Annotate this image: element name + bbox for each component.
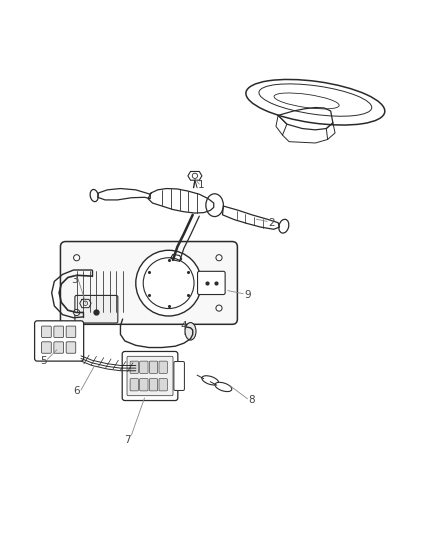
FancyBboxPatch shape (54, 326, 64, 337)
Text: 3: 3 (71, 274, 78, 285)
FancyBboxPatch shape (66, 342, 76, 353)
Text: 9: 9 (244, 290, 251, 300)
Ellipse shape (90, 189, 98, 201)
FancyBboxPatch shape (60, 241, 237, 324)
Text: 4: 4 (180, 321, 187, 330)
FancyBboxPatch shape (54, 342, 64, 353)
FancyBboxPatch shape (159, 378, 167, 391)
Text: 2: 2 (268, 217, 275, 228)
FancyBboxPatch shape (174, 361, 184, 391)
FancyBboxPatch shape (75, 295, 118, 323)
Circle shape (216, 255, 222, 261)
Circle shape (74, 310, 80, 316)
FancyBboxPatch shape (130, 361, 138, 374)
Circle shape (74, 255, 80, 261)
FancyBboxPatch shape (198, 271, 225, 295)
FancyBboxPatch shape (159, 361, 167, 374)
FancyBboxPatch shape (140, 378, 148, 391)
Ellipse shape (202, 376, 219, 385)
FancyBboxPatch shape (42, 342, 51, 353)
FancyBboxPatch shape (66, 326, 76, 337)
Text: 6: 6 (73, 386, 80, 397)
FancyBboxPatch shape (122, 351, 178, 400)
Text: 7: 7 (124, 434, 131, 445)
FancyBboxPatch shape (35, 321, 84, 361)
Text: 5: 5 (40, 356, 47, 366)
Circle shape (136, 251, 201, 316)
FancyBboxPatch shape (127, 356, 173, 395)
Ellipse shape (215, 382, 232, 392)
FancyBboxPatch shape (149, 378, 158, 391)
Text: 8: 8 (248, 395, 255, 405)
FancyBboxPatch shape (149, 361, 158, 374)
Ellipse shape (185, 322, 196, 340)
FancyBboxPatch shape (42, 326, 51, 337)
Text: 1: 1 (198, 181, 205, 190)
Circle shape (216, 305, 222, 311)
FancyBboxPatch shape (140, 361, 148, 374)
FancyBboxPatch shape (130, 378, 138, 391)
Ellipse shape (279, 219, 289, 233)
